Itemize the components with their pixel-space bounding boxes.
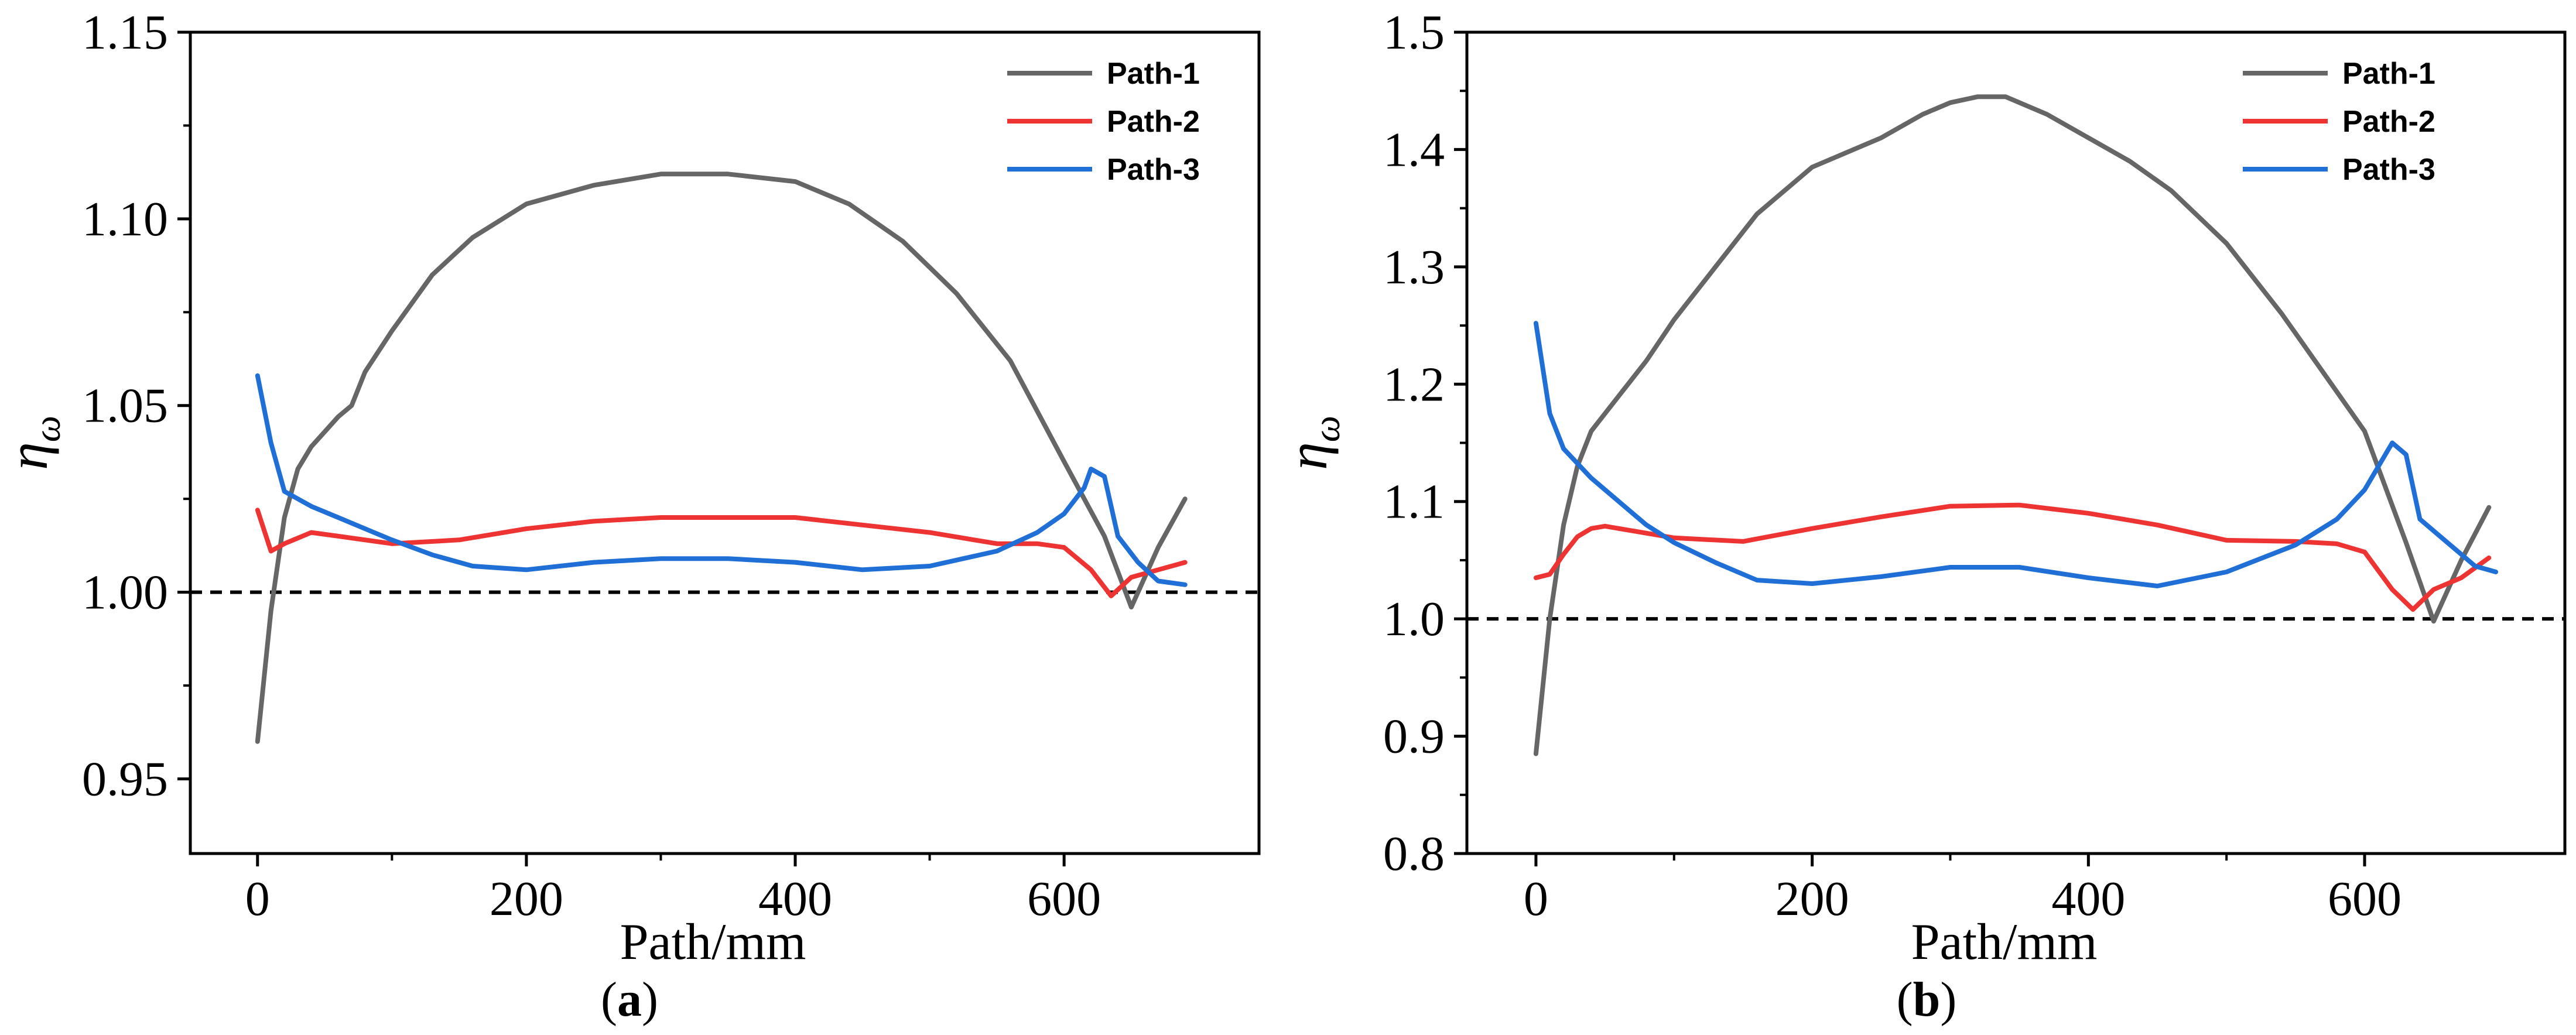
chart-panel-a: 0 200 400 600 0.95 1.00 1.05 1.10 1.15 Path-1 Path… (0, 5, 1261, 1027)
x-tick-label: 0 (245, 872, 270, 926)
y-axis-title-main: η (0, 442, 59, 470)
y-tick-label: 1.3 (1383, 240, 1445, 294)
y-axis-title-sub: ω (26, 416, 68, 442)
panel-caption: (b) (1897, 972, 1957, 1027)
plot-frame (189, 30, 1261, 855)
y-axis-title-main: η (1276, 442, 1339, 470)
caption-letter: b (1913, 972, 1941, 1027)
series-line-path-1 (255, 172, 1188, 744)
chart-panel-b: 0 200 400 600 0.8 0.9 1.0 1.1 1.2 1.3 1.4 1.5 Path-1… (1276, 5, 2567, 1027)
caption-open: ( (601, 972, 617, 1027)
y-axis-title: ηω (0, 416, 68, 470)
series-line-path-3 (1533, 321, 2499, 588)
y-tick-label: 1.1 (1383, 475, 1445, 529)
x-tick-label: 200 (1776, 872, 1849, 926)
caption-open: ( (1897, 972, 1913, 1027)
y-tick-label: 1.05 (82, 379, 168, 433)
caption-letter: a (617, 972, 642, 1027)
y-tick-label: 1.15 (82, 5, 168, 60)
series-line-path-3 (255, 373, 1188, 587)
legend-label-path-3: Path-3 (2342, 153, 2435, 187)
series-line-path-2 (1533, 502, 2492, 612)
x-axis-title: Path/mm (620, 914, 806, 971)
y-tick-label: 1.10 (82, 192, 168, 246)
caption-close: ) (1940, 972, 1956, 1027)
series-line-path-2 (255, 508, 1188, 598)
y-axis-title: ηω (1276, 416, 1347, 470)
y-tick-label: 1.4 (1383, 122, 1445, 177)
y-tick-label: 0.8 (1383, 827, 1445, 881)
legend-label-path-3: Path-3 (1107, 153, 1200, 187)
y-tick-label: 1.2 (1383, 357, 1445, 412)
x-axis-title: Path/mm (1911, 914, 2098, 971)
x-tick-label: 600 (2328, 872, 2401, 926)
legend-label-path-1: Path-1 (1107, 57, 1200, 91)
y-tick-label: 1.0 (1383, 592, 1445, 646)
panel-caption: (a) (601, 972, 658, 1027)
y-tick-label: 0.95 (82, 752, 168, 806)
x-tick-label: 200 (490, 872, 563, 926)
y-tick-label: 1.00 (82, 566, 168, 620)
x-tick-label: 400 (2051, 872, 2125, 926)
x-tick-label: 400 (758, 872, 832, 926)
x-tick-label: 0 (1524, 872, 1548, 926)
legend-label-path-2: Path-2 (1107, 105, 1200, 139)
legend-label-path-1: Path-1 (2342, 57, 2435, 91)
series-line-path-1 (1533, 94, 2492, 756)
y-tick-label: 0.9 (1383, 710, 1445, 764)
legend-label-path-2: Path-2 (2342, 105, 2435, 139)
y-axis-title-sub: ω (1306, 416, 1347, 442)
caption-close: ) (642, 972, 658, 1027)
y-tick-label: 1.5 (1383, 5, 1445, 60)
x-tick-label: 600 (1027, 872, 1101, 926)
